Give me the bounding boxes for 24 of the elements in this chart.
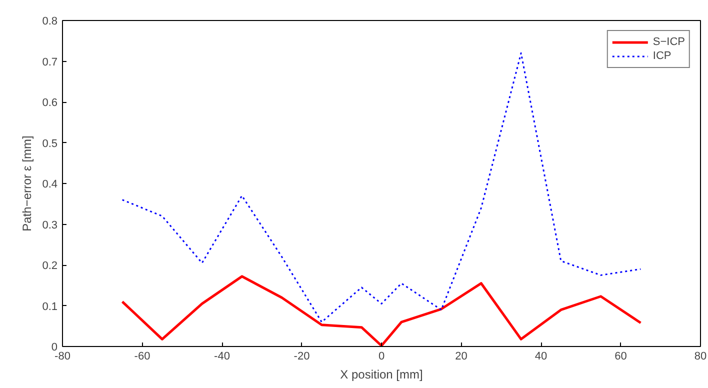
y-tick-label: 0.8 — [42, 16, 58, 28]
x-tick-label: 40 — [534, 350, 548, 362]
x-tick-label: 20 — [455, 350, 468, 362]
y-tick-label: 0 — [51, 342, 58, 354]
x-tick-label: -80 — [54, 350, 70, 362]
legend-label: ICP — [652, 49, 672, 63]
y-tick-label: 0.6 — [42, 97, 58, 109]
x-tick-label: 80 — [694, 350, 707, 362]
x-tick-label: -20 — [294, 350, 310, 362]
x-axis-title: X position [mm] — [340, 368, 423, 382]
y-tick-label: 0.4 — [42, 178, 58, 190]
x-tick-label: 60 — [614, 350, 627, 362]
line-series — [122, 52, 642, 323]
y-tick-label: 0.2 — [42, 260, 58, 272]
y-tick-label: 0.3 — [42, 219, 58, 232]
y-axis-title: Path−error ε [mm] — [20, 136, 34, 232]
y-tick-label: 0.7 — [42, 56, 58, 68]
line-series — [121, 275, 642, 346]
x-tick-label: -40 — [214, 350, 230, 362]
legend-label: S−ICP — [652, 35, 685, 49]
x-tick-label: -60 — [134, 350, 150, 362]
y-tick-label: 0.1 — [42, 300, 58, 313]
x-tick-label: 0 — [378, 350, 385, 362]
y-tick-label: 0.5 — [42, 138, 58, 150]
